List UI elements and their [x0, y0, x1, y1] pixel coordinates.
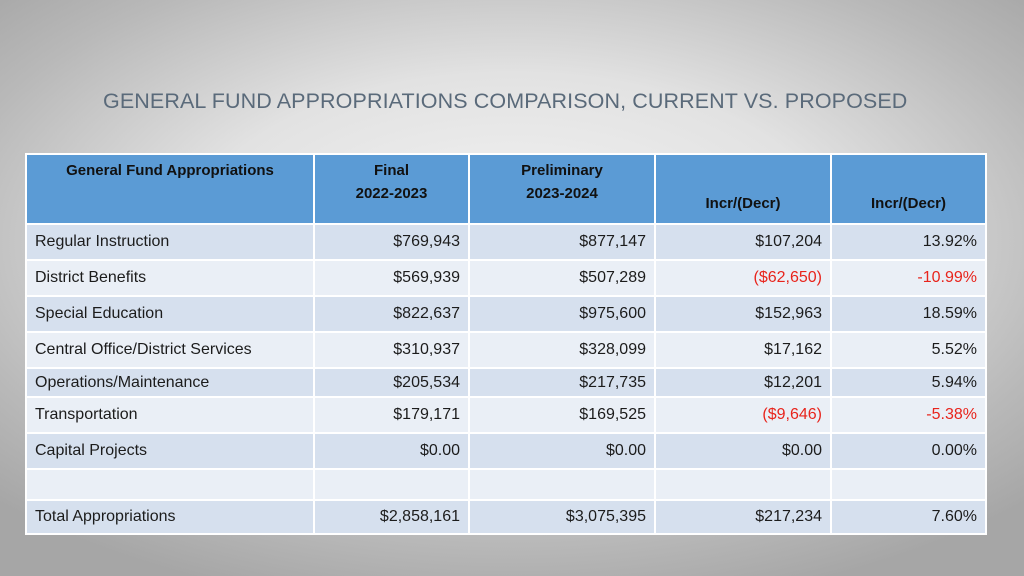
- table-row: Special Education $822,637 $975,600 $152…: [25, 295, 987, 333]
- row-change: $217,234: [654, 499, 832, 535]
- row-percent: 7.60%: [830, 499, 987, 535]
- header-category: General Fund Appropriations: [25, 153, 315, 225]
- header-final-line2: 2022-2023: [355, 185, 428, 202]
- row-final: $822,637: [313, 295, 470, 333]
- row-preliminary: [468, 468, 656, 501]
- table-row: Regular Instruction $769,943 $877,147 $1…: [25, 223, 987, 261]
- row-final: $769,943: [313, 223, 470, 261]
- row-category: Operations/Maintenance: [25, 367, 315, 398]
- row-preliminary: $169,525: [468, 396, 656, 434]
- table-row: Transportation $179,171 $169,525 ($9,646…: [25, 396, 987, 434]
- row-preliminary: $3,075,395: [468, 499, 656, 535]
- row-category: Total Appropriations: [25, 499, 315, 535]
- row-final: $205,534: [313, 367, 470, 398]
- table-row: Capital Projects $0.00 $0.00 $0.00 0.00%: [25, 432, 987, 470]
- table-row: Central Office/District Services $310,93…: [25, 331, 987, 369]
- header-final: Final 2022-2023: [313, 153, 470, 225]
- table-row: District Benefits $569,939 $507,289 ($62…: [25, 259, 987, 297]
- row-final: $310,937: [313, 331, 470, 369]
- row-percent: 18.59%: [830, 295, 987, 333]
- row-percent: 5.52%: [830, 331, 987, 369]
- header-change-label: Incr/(Decr): [705, 195, 781, 212]
- header-preliminary-line2: 2023-2024: [526, 185, 598, 202]
- row-percent: 0.00%: [830, 432, 987, 470]
- table-row-total: Total Appropriations $2,858,161 $3,075,3…: [25, 499, 987, 535]
- row-preliminary: $877,147: [468, 223, 656, 261]
- row-percent: 5.94%: [830, 367, 987, 398]
- header-change: Incr/(Decr): [654, 153, 832, 225]
- row-preliminary: $328,099: [468, 331, 656, 369]
- row-category: [25, 468, 315, 501]
- row-category: Special Education: [25, 295, 315, 333]
- header-category-label: General Fund Appropriations: [66, 162, 274, 179]
- row-percent: -5.38%: [830, 396, 987, 434]
- row-preliminary: $975,600: [468, 295, 656, 333]
- row-final: $179,171: [313, 396, 470, 434]
- header-preliminary: Preliminary 2023-2024: [468, 153, 656, 225]
- row-change: $152,963: [654, 295, 832, 333]
- row-final: [313, 468, 470, 501]
- header-final-line1: Final: [373, 162, 409, 179]
- row-category: Regular Instruction: [25, 223, 315, 261]
- row-percent: [830, 468, 987, 501]
- row-category: Capital Projects: [25, 432, 315, 470]
- row-change: ($9,646): [654, 396, 832, 434]
- row-category: District Benefits: [25, 259, 315, 297]
- slide-title: GENERAL FUND APPROPRIATIONS COMPARISON, …: [103, 89, 908, 113]
- row-final: $569,939: [313, 259, 470, 297]
- row-change: ($62,650): [654, 259, 832, 297]
- row-percent: 13.92%: [830, 223, 987, 261]
- row-category: Transportation: [25, 396, 315, 434]
- row-preliminary: $507,289: [468, 259, 656, 297]
- row-change: $17,162: [654, 331, 832, 369]
- row-category: Central Office/District Services: [25, 331, 315, 369]
- table-row: Operations/Maintenance $205,534 $217,735…: [25, 367, 987, 398]
- header-preliminary-line1: Preliminary: [521, 162, 603, 179]
- appropriations-table: General Fund Appropriations Final 2022-2…: [25, 153, 987, 535]
- table-header-row: General Fund Appropriations Final 2022-2…: [25, 153, 987, 225]
- table-row-blank: [25, 468, 987, 501]
- row-change: [654, 468, 832, 501]
- row-preliminary: $0.00: [468, 432, 656, 470]
- header-percent-change: Incr/(Decr): [830, 153, 987, 225]
- row-preliminary: $217,735: [468, 367, 656, 398]
- row-change: $107,204: [654, 223, 832, 261]
- row-change: $0.00: [654, 432, 832, 470]
- row-final: $2,858,161: [313, 499, 470, 535]
- header-percent-label: Incr/(Decr): [870, 195, 947, 212]
- row-percent: -10.99%: [830, 259, 987, 297]
- row-change: $12,201: [654, 367, 832, 398]
- row-final: $0.00: [313, 432, 470, 470]
